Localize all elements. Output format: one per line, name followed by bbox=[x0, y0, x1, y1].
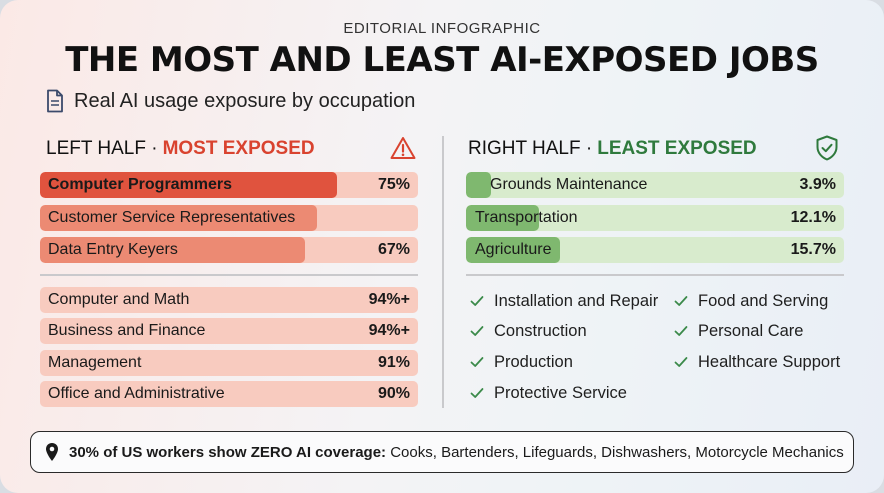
checklist-label: Food and Serving bbox=[698, 291, 829, 310]
map-pin-icon bbox=[46, 443, 58, 461]
bar-value: 75% bbox=[377, 176, 410, 193]
exposure-bar-fill bbox=[40, 205, 318, 231]
category-bar-row: Business and Finance 94%+ bbox=[40, 318, 418, 344]
left-section-divider bbox=[40, 274, 418, 276]
check-icon bbox=[470, 296, 484, 306]
least-exposed-bar-row: Agriculture 15.7% bbox=[466, 237, 844, 263]
exposure-bar-row: Data Entry Keyers 67% bbox=[40, 237, 418, 263]
bar-label: Computer and Math bbox=[48, 291, 190, 308]
least-exposed-bar-row: Grounds Maintenance 3.9% bbox=[466, 172, 844, 198]
right-section-divider bbox=[466, 274, 844, 276]
exposure-bar-fill bbox=[466, 172, 491, 198]
checklist-item: Production bbox=[470, 350, 573, 374]
bar-label: Business and Finance bbox=[48, 322, 206, 339]
category-bar-row: Computer and Math 94%+ bbox=[40, 287, 418, 313]
checklist-item: Healthcare Support bbox=[674, 350, 840, 374]
least-exposed-bar-row: Transportation 12.1% bbox=[466, 205, 844, 231]
bar-label: Data Entry Keyers bbox=[48, 241, 178, 258]
document-icon bbox=[47, 89, 63, 113]
bar-label: Agriculture bbox=[475, 241, 552, 258]
bar-value: 91% bbox=[377, 354, 410, 371]
checklist-label: Installation and Repair bbox=[494, 291, 659, 310]
most-exposed-heading: LEFT HALF · MOST EXPOSED bbox=[46, 136, 315, 162]
check-icon bbox=[674, 326, 688, 336]
checklist-label: Protective Service bbox=[494, 383, 627, 402]
exposure-bar-row: Customer Service Representatives bbox=[40, 205, 418, 231]
exposure-bar-fill bbox=[40, 237, 306, 263]
exposure-bar-fill bbox=[466, 205, 539, 231]
exposure-bar-fill bbox=[466, 237, 560, 263]
exposure-bar-fill bbox=[40, 172, 337, 198]
check-icon bbox=[470, 326, 484, 336]
bar-label: Grounds Maintenance bbox=[490, 176, 648, 193]
left-head-prefix: LEFT HALF · bbox=[46, 138, 158, 159]
bar-label: Transportation bbox=[475, 209, 578, 226]
checklist-label: Healthcare Support bbox=[698, 352, 841, 371]
warning-icon bbox=[390, 137, 416, 159]
bar-label: Customer Service Representatives bbox=[48, 209, 296, 226]
subtitle-text: Real AI usage exposure by occupation bbox=[74, 89, 416, 112]
check-icon bbox=[470, 357, 484, 367]
checklist-item: Food and Serving bbox=[674, 289, 828, 313]
page-title: THE MOST AND LEAST AI-EXPOSED JOBS bbox=[65, 40, 819, 80]
check-icon bbox=[674, 357, 688, 367]
footer-text: Cooks, Bartenders, Lifeguards, Dishwashe… bbox=[390, 443, 844, 461]
subtitle: Real AI usage exposure by occupation bbox=[46, 88, 415, 114]
left-head-highlight: MOST EXPOSED bbox=[162, 138, 315, 159]
check-icon bbox=[674, 296, 688, 306]
checklist-label: Construction bbox=[494, 321, 587, 340]
category-bar-row: Office and Administrative 90% bbox=[40, 381, 418, 407]
bar-label: Office and Administrative bbox=[48, 385, 225, 402]
eyebrow: EDITORIAL INFOGRAPHIC bbox=[343, 20, 541, 37]
bar-label: Computer Programmers bbox=[48, 176, 233, 193]
right-head-prefix: RIGHT HALF · bbox=[468, 138, 593, 159]
category-bar-row: Management 91% bbox=[40, 350, 418, 376]
exposure-bar-row: Computer Programmers 75% bbox=[40, 172, 418, 198]
bar-value: 94%+ bbox=[368, 322, 410, 339]
least-exposed-heading: RIGHT HALF · LEAST EXPOSED bbox=[468, 136, 757, 162]
bar-value: 67% bbox=[377, 241, 410, 258]
check-icon bbox=[470, 388, 484, 398]
bar-value: 3.9% bbox=[799, 176, 836, 193]
checklist-item: Construction bbox=[470, 319, 587, 343]
checklist-label: Personal Care bbox=[698, 321, 804, 340]
bar-value: 94%+ bbox=[368, 291, 410, 308]
right-head-highlight: LEAST EXPOSED bbox=[597, 138, 757, 159]
footer-callout: 30% of US workers show ZERO AI coverage:… bbox=[30, 431, 854, 473]
checklist-item: Installation and Repair bbox=[470, 289, 658, 313]
checklist-item: Protective Service bbox=[470, 381, 627, 405]
bar-label: Management bbox=[48, 354, 142, 371]
column-divider bbox=[442, 136, 444, 408]
bar-value: 15.7% bbox=[790, 241, 836, 258]
checklist-label: Production bbox=[494, 352, 573, 371]
shield-check-icon bbox=[816, 135, 838, 161]
checklist-item: Personal Care bbox=[674, 319, 803, 343]
bar-value: 90% bbox=[377, 385, 410, 402]
bar-value: 12.1% bbox=[790, 209, 836, 226]
footer-bold: 30% of US workers show ZERO AI coverage: bbox=[69, 443, 387, 461]
